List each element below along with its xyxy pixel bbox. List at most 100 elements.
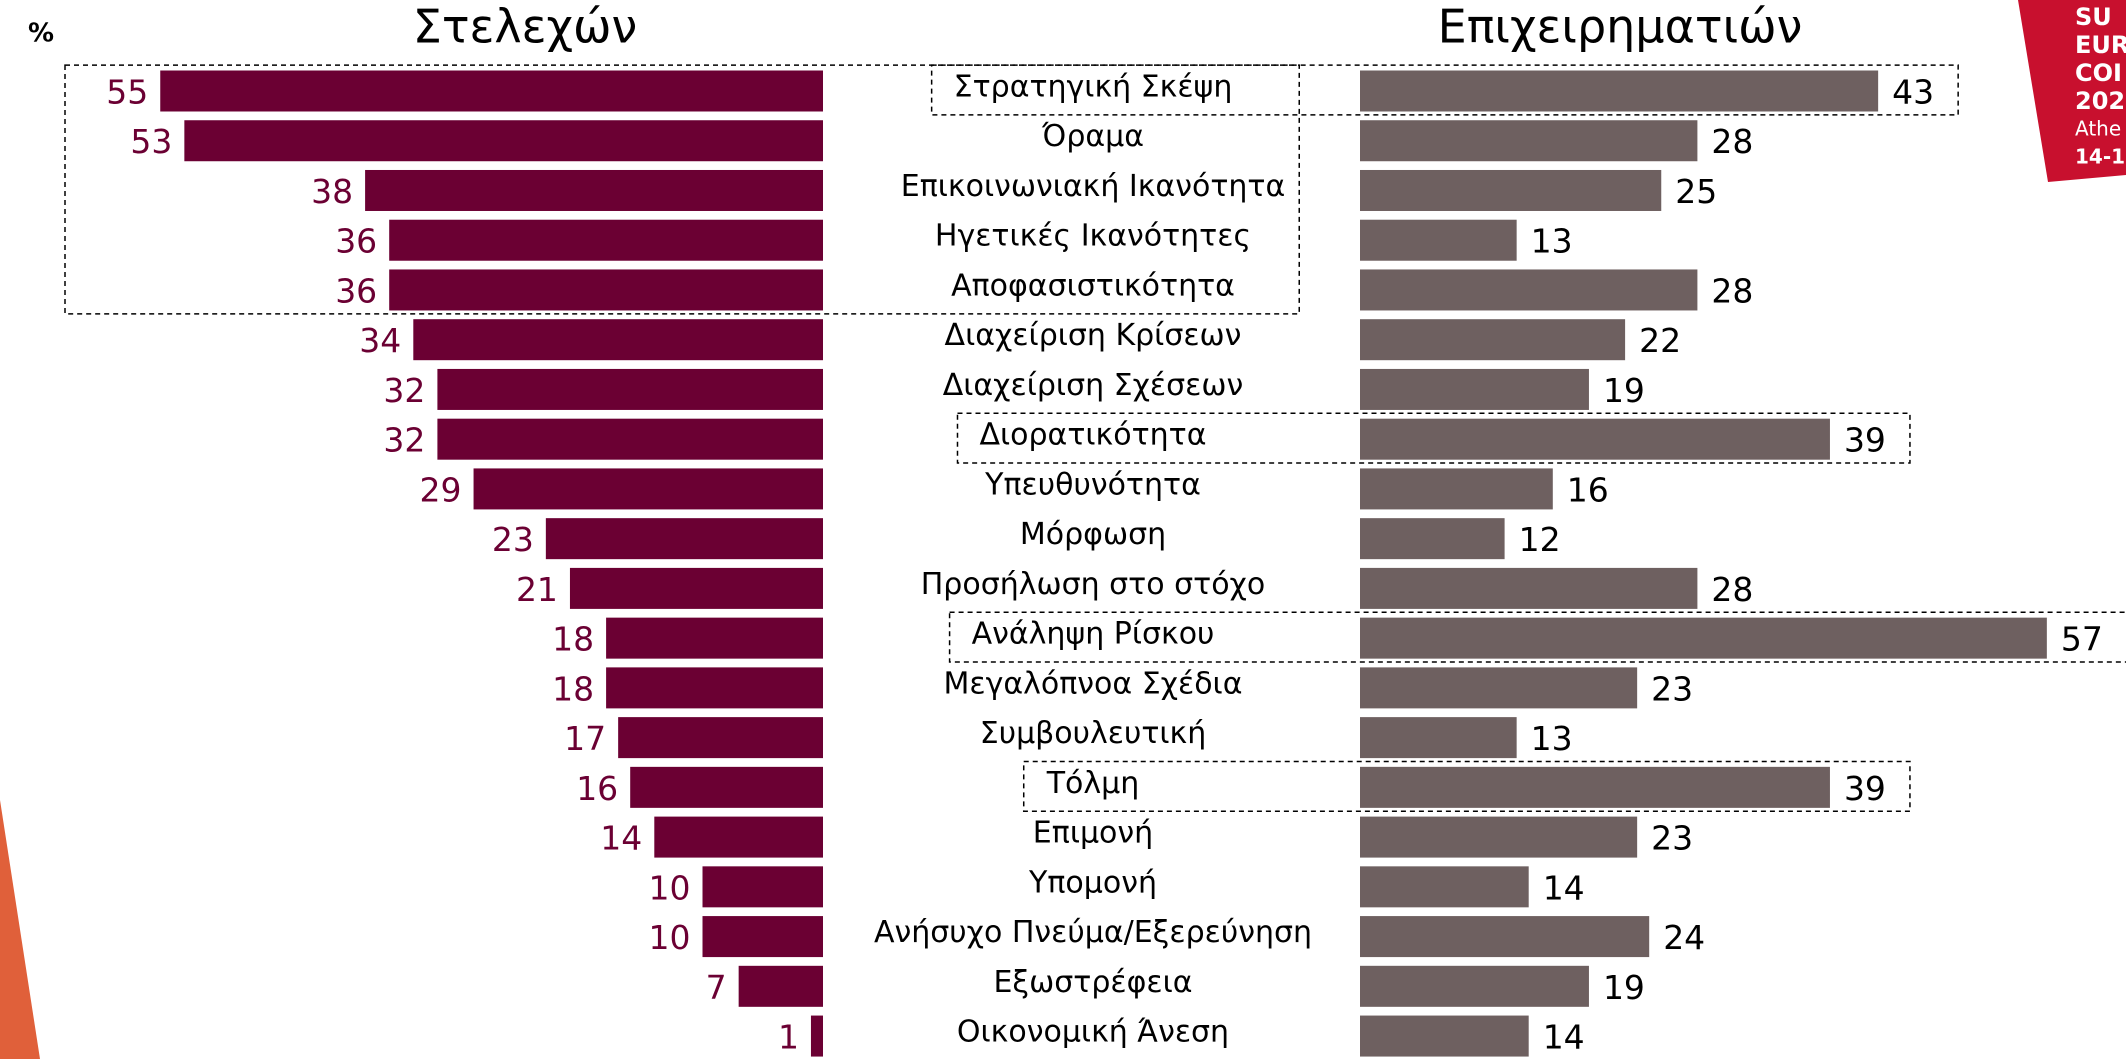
value-label: 57 [2061,620,2103,659]
bar [1360,717,1517,759]
value-label: 19 [1603,371,1645,410]
bar [1360,567,1698,609]
bar [545,518,823,560]
value-label: 32 [383,421,425,460]
logo-text: EUR [2075,31,2126,59]
value-label: 23 [1651,669,1693,708]
highlight-box [930,64,1959,116]
value-label: 13 [1531,222,1573,261]
bar [160,70,823,112]
category-label: Διαχείριση Σχέσεων [943,368,1244,403]
value-label: 10 [649,868,691,907]
value-label: 36 [335,222,377,261]
value-label: 17 [564,719,606,758]
value-label: 16 [576,769,618,808]
bar [618,717,823,759]
value-label: 23 [492,520,534,559]
value-label: 16 [1567,470,1609,509]
highlight-box [956,412,1911,464]
bar [473,468,823,510]
bar [389,219,823,261]
value-label: 12 [1519,520,1561,559]
category-label: Διαχείριση Κρίσεων [945,318,1242,353]
category-label: Αποφασιστικότητα [951,268,1235,303]
unit-label: % [28,19,54,49]
value-label: 28 [1711,122,1753,161]
value-label: 21 [516,570,558,609]
series-title: Επιχειρηματιών [1438,0,1803,54]
value-label: 32 [383,371,425,410]
bar [630,766,823,808]
value-label: 43 [1892,73,1934,112]
bar [1360,1015,1529,1057]
decor-triangle [0,800,40,1059]
bar [1360,120,1698,162]
value-label: 18 [552,620,594,659]
value-label: 36 [335,271,377,310]
series-title: Στελεχών [413,0,638,54]
bar [1360,916,1650,958]
bar [810,1015,823,1057]
bar [1360,70,1879,112]
category-label: Ανήσυχο Πνεύμα/Εξερεύνηση [874,915,1312,950]
category-label: Εξωστρέφεια [993,965,1192,1000]
logo-text: 14-15 [2075,145,2126,169]
bar [606,667,823,709]
category-label: Επικοινωνιακή Ικανότητα [901,169,1285,204]
value-label: 25 [1675,172,1717,211]
value-label: 10 [649,918,691,957]
value-label: 28 [1711,271,1753,310]
value-label: 19 [1603,968,1645,1007]
highlight-box [948,611,2126,663]
bar [702,916,823,958]
category-label: Ηγετικές Ικανότητες [935,219,1251,254]
bar [1360,368,1589,410]
bar [1360,468,1553,510]
value-label: 1 [778,1018,799,1057]
bar [1360,766,1830,808]
bar [1360,667,1638,709]
category-label: Ανάληψη Ρίσκου [972,617,1215,652]
value-label: 24 [1663,918,1705,957]
highlight-box [1022,760,1911,812]
bar [365,169,823,211]
highlight-box [64,64,1300,315]
bar [569,567,823,609]
category-label: Επιμονή [1033,816,1153,851]
bar [1360,418,1830,460]
category-label: Συμβουλευτική [980,716,1207,751]
value-label: 13 [1531,719,1573,758]
category-label: Τόλμη [1046,766,1140,801]
category-label: Υπομονή [1028,865,1157,900]
bar [1360,169,1662,211]
value-label: 29 [420,470,462,509]
value-label: 34 [359,321,401,360]
value-label: 7 [706,968,727,1007]
bar [702,866,823,908]
value-label: 14 [1543,1018,1585,1057]
bar [413,319,823,361]
category-label: Υπευθυνότητα [984,467,1201,502]
bar [1360,965,1589,1007]
category-label: Διορατικότητα [979,418,1206,453]
value-label: 14 [1543,868,1585,907]
bar [606,617,823,659]
bar [1360,866,1529,908]
logo-text: 202 [2075,87,2125,115]
bar [437,368,823,410]
logo-shape [2018,0,2126,182]
value-label: 53 [130,122,172,161]
category-label: Στρατηγική Σκέψη [954,70,1233,105]
logo-text: Athe [2075,117,2121,141]
value-label: 39 [1844,421,1886,460]
category-label: Προσήλωση στο στόχο [921,567,1266,602]
category-label: Όραμα [1041,119,1144,154]
bar [389,269,823,311]
bar [1360,816,1638,858]
value-label: 14 [600,819,642,858]
value-label: 23 [1651,819,1693,858]
bar [1360,269,1698,311]
bar [738,965,823,1007]
